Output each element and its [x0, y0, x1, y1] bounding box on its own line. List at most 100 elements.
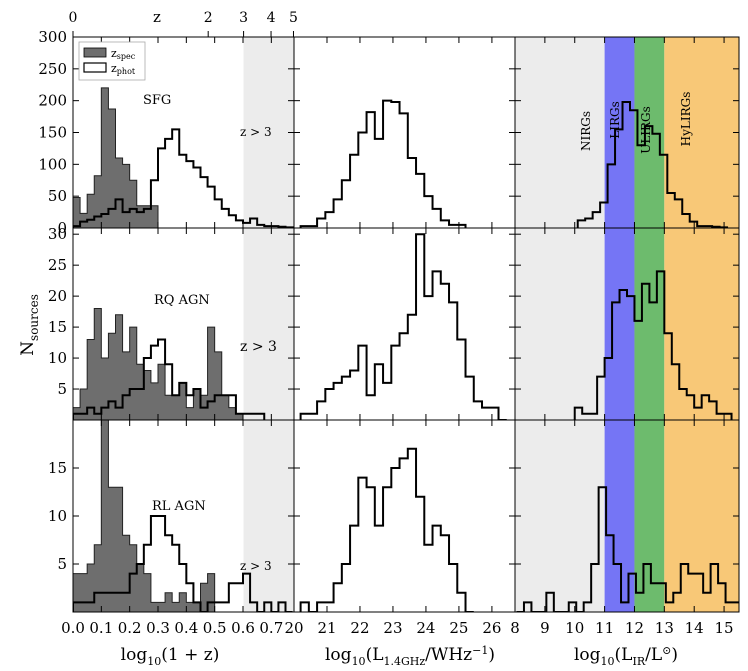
band-nirgs — [515, 228, 605, 420]
panel-2-1 — [299, 447, 474, 612]
x-axis-label-part: /L — [645, 645, 662, 665]
band-hylirgs — [664, 37, 739, 228]
z3-shade — [243, 420, 294, 612]
x-tick-label: 13 — [655, 619, 674, 637]
y-tick-label: 0 — [57, 219, 67, 237]
band-lirgs — [604, 37, 635, 228]
y-tick-label: 5 — [57, 555, 67, 573]
legend-entry-sub: phot — [117, 67, 136, 76]
panel-2-0 — [73, 420, 294, 612]
y-tick-label: 10 — [48, 349, 67, 367]
band-hylirgs — [664, 420, 739, 612]
band-hylirgs — [664, 228, 739, 420]
x-tick-label: 11 — [595, 619, 614, 637]
x-tick-label: 22 — [350, 619, 369, 637]
x-tick-label: 0.6 — [231, 619, 255, 637]
x-axis-label-part: /WHz — [425, 645, 472, 665]
y-tick-label: 50 — [48, 187, 67, 205]
panel-0-2 — [515, 37, 739, 228]
x-tick-label: 21 — [317, 619, 336, 637]
ir-luminosity-histogram — [573, 270, 733, 420]
x-axis-label-part: log — [121, 645, 148, 665]
y-tick-label: 25 — [48, 256, 67, 274]
top-z-tick-label: 2 — [204, 10, 213, 26]
x-tick-label: 23 — [383, 619, 402, 637]
band-lirgs — [604, 420, 635, 612]
y-tick-label: 250 — [38, 60, 67, 78]
z-phot-histogram — [73, 338, 266, 420]
radio-luminosity-histogram — [299, 447, 474, 612]
x-tick-label: 0.0 — [61, 619, 85, 637]
x-tick-label: 0.5 — [203, 619, 227, 637]
band-nirgs — [515, 37, 605, 228]
z-phot-histogram — [73, 515, 293, 612]
y-tick-label: 10 — [48, 507, 67, 525]
top-z-tick-label: 3 — [239, 10, 248, 26]
panel-frame — [293, 227, 516, 421]
panel-1-2 — [515, 228, 739, 420]
x-tick-label: 14 — [685, 619, 704, 637]
z3-shade — [243, 228, 294, 420]
x-axis-label: log10(LIR/L⊙) — [574, 644, 678, 668]
legend-swatch-phot — [83, 62, 107, 73]
x-tick-label: 20 — [284, 619, 303, 637]
x-axis-label-part: log — [574, 645, 601, 665]
legend-entry: zphot — [111, 62, 136, 76]
row-label: RL AGN — [152, 499, 206, 514]
x-tick-label: 26 — [482, 619, 501, 637]
x-axis-label-part: IR — [632, 655, 645, 668]
top-z-tick-label: 4 — [267, 10, 276, 26]
x-axis-label-part: 10 — [601, 655, 615, 668]
top-axis-label: z — [153, 8, 161, 26]
z3-label: z > 3 — [240, 125, 272, 139]
legend-entry-sub: spec — [117, 52, 136, 61]
x-axis-label-part: ) — [671, 645, 678, 665]
x-tick-label: 15 — [715, 619, 734, 637]
y-tick-label: 300 — [38, 28, 67, 46]
legend-swatch-spec — [83, 47, 107, 58]
row-label: RQ AGN — [154, 293, 210, 308]
radio-luminosity-histogram — [299, 233, 507, 420]
z3-label: z > 3 — [240, 559, 272, 573]
band-ulirgs — [634, 37, 665, 228]
ir-luminosity-histogram — [576, 100, 729, 228]
z-spec-histogram — [73, 308, 244, 420]
top-z-tick-label: 5 — [289, 10, 298, 26]
y-axis-label-sub: sources — [27, 294, 41, 341]
top-z-tick-label: 0 — [69, 10, 78, 26]
panel-0-0 — [73, 37, 294, 228]
y-axis-label: Nsources — [18, 294, 41, 356]
panel-1-0 — [73, 228, 294, 420]
x-tick-label: 10 — [565, 619, 584, 637]
z-phot-histogram — [73, 128, 294, 228]
z-spec-histogram — [73, 87, 159, 228]
band-label-ulirgs: ULIRGs — [639, 106, 653, 154]
y-tick-label: 150 — [38, 124, 67, 142]
x-axis-label-part: (L — [366, 645, 384, 665]
x-axis-label-part: ) — [488, 645, 495, 665]
x-axis-label-part: 1.4GHz — [383, 655, 425, 668]
legend-entry-main: z — [111, 47, 117, 60]
x-tick-label: 25 — [449, 619, 468, 637]
x-axis-label-part: −1 — [472, 644, 488, 657]
x-axis-label: log10(1 + z) — [121, 645, 220, 668]
x-tick-label: 0.7 — [259, 619, 283, 637]
x-tick-label: 8 — [510, 619, 520, 637]
y-tick-label: 30 — [48, 225, 67, 243]
legend-entry-main: z — [111, 62, 117, 75]
ir-luminosity-histogram — [516, 486, 739, 612]
x-axis-label: log10(L1.4GHz/WHz−1) — [325, 644, 495, 668]
x-tick-label: 12 — [625, 619, 644, 637]
radio-luminosity-histogram — [299, 99, 467, 228]
x-axis-label-part: 10 — [352, 655, 366, 668]
panel-2-2 — [515, 420, 739, 612]
x-axis-label-part: log — [325, 645, 352, 665]
band-ulirgs — [634, 420, 665, 612]
x-axis-label-part: (L — [615, 645, 633, 665]
y-tick-label: 20 — [48, 287, 67, 305]
y-tick-label: 100 — [38, 155, 67, 173]
panel-frame — [293, 36, 516, 229]
